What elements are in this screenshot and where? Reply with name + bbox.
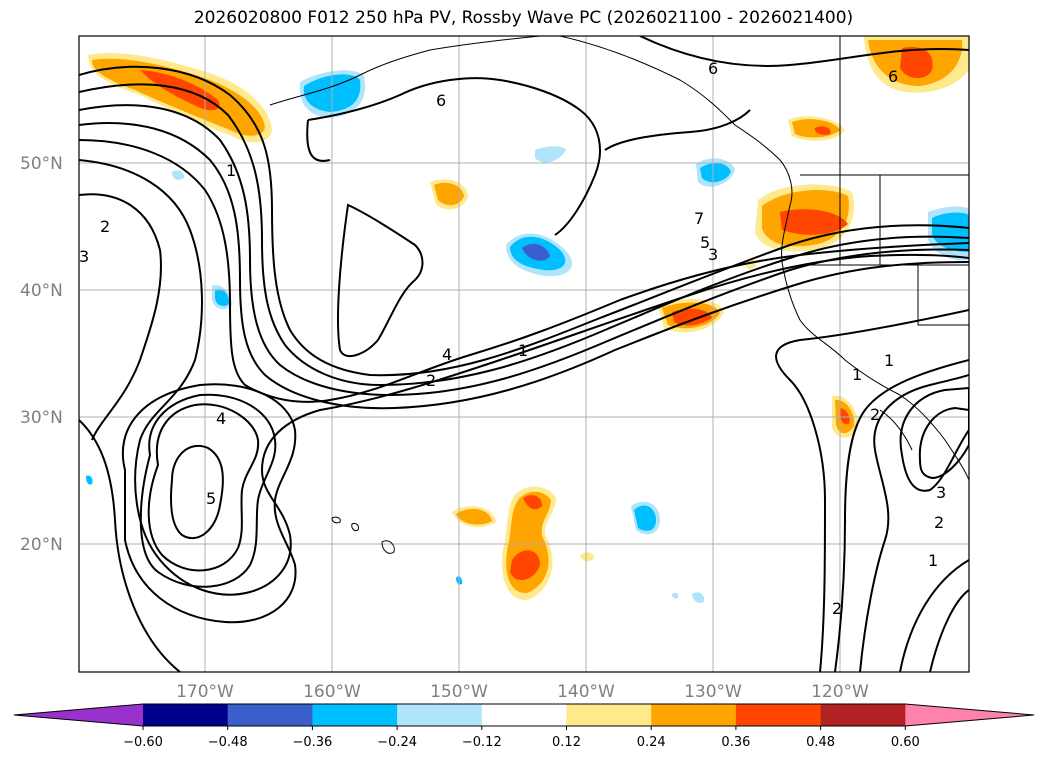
colorbar-segment	[566, 704, 652, 726]
contour-label: 2	[870, 405, 880, 424]
contour-label: 5	[206, 489, 216, 508]
lon-label: 160°W	[303, 682, 361, 702]
colorbar-segment	[227, 704, 313, 726]
colorbar-tick-label: −0.48	[208, 735, 248, 750]
longitude-labels: 170°W 160°W 150°W 140°W 130°W 120°W	[176, 682, 869, 702]
colorbar-tick-label: −0.60	[123, 735, 163, 750]
figure-title: 2026020800 F012 250 hPa PV, Rossby Wave …	[193, 8, 854, 28]
colorbar-segment	[143, 704, 229, 726]
latitude-labels: 50°N 40°N 30°N 20°N	[20, 154, 63, 555]
lon-label: 120°W	[811, 682, 869, 702]
contour-label-group: 6 6 6 1 2 2 3 7 5 3 4 1 2 4 5 1 1 3 2 2 …	[79, 59, 946, 618]
lat-label: 20°N	[20, 535, 63, 555]
lat-label: 30°N	[20, 408, 63, 428]
contour-label: 2	[934, 513, 944, 532]
colorbar-tick-label: 0.60	[891, 735, 920, 750]
contour-label: 4	[216, 409, 226, 428]
contour-label: 5	[700, 233, 710, 252]
colorbar-segment	[651, 704, 737, 726]
pv-anomaly-fills	[86, 36, 969, 603]
colorbar-tick-label: 0.48	[806, 735, 835, 750]
lon-label: 170°W	[176, 682, 234, 702]
lon-label: 150°W	[430, 682, 488, 702]
lon-label: 140°W	[557, 682, 615, 702]
contour-label: 1	[226, 161, 236, 180]
contour-label: 1	[852, 365, 862, 384]
contour-label: 6	[888, 67, 898, 86]
contour-label: 1	[518, 341, 528, 360]
colorbar-tick-label: −0.24	[377, 735, 417, 750]
colorbar-tick-label: −0.36	[292, 735, 332, 750]
lat-label: 50°N	[20, 154, 63, 174]
colorbar-arrow-high	[905, 704, 1034, 726]
colorbar-segment	[820, 704, 906, 726]
contour-label: 7	[694, 209, 704, 228]
contour-label: 2	[426, 371, 436, 390]
map-frame	[78, 35, 970, 673]
contour-label: 4	[442, 345, 452, 364]
contour-label: 1	[928, 551, 938, 570]
colorbar-tick-label: 0.12	[552, 735, 581, 750]
colorbar-arrow-low	[14, 704, 143, 726]
colorbar-tick-label: 0.24	[637, 735, 666, 750]
colorbar: −0.60 −0.48 −0.36 −0.24 −0.12 0.12 0.24 0.36 0.4…	[13, 703, 1035, 750]
lat-label: 40°N	[20, 281, 63, 301]
colorbar-segment	[312, 704, 398, 726]
colorbar-segment	[397, 704, 483, 726]
colorbar-tick-label: 0.36	[721, 735, 750, 750]
coastlines	[269, 36, 969, 554]
contour-label: 6	[708, 59, 718, 78]
contour-label: 1	[884, 351, 894, 370]
pv-contours	[79, 36, 969, 672]
contour-label: 3	[708, 245, 718, 264]
contour-label: 2	[832, 599, 842, 618]
lon-label: 130°W	[684, 682, 742, 702]
colorbar-tick-label: −0.12	[462, 735, 502, 750]
contour-label: 3	[79, 247, 89, 266]
contour-label: 6	[436, 91, 446, 110]
contour-label: 2	[100, 217, 110, 236]
colorbar-segment	[481, 704, 567, 726]
colorbar-segment	[735, 704, 822, 726]
contour-label: 3	[936, 483, 946, 502]
